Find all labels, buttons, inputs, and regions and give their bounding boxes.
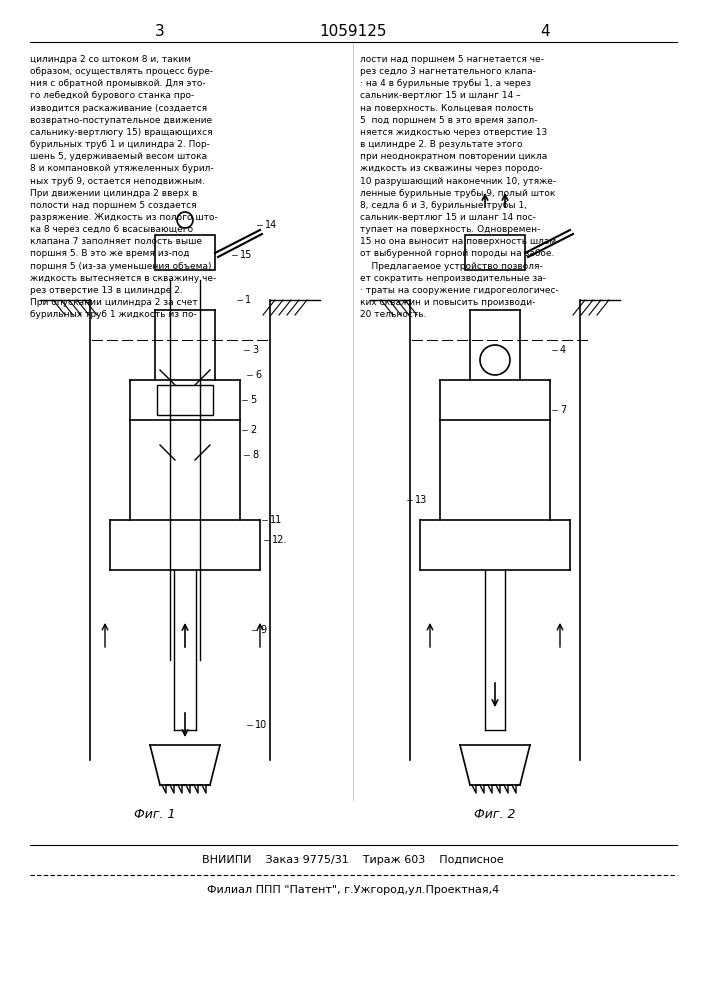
Text: 12.: 12. [272, 535, 287, 545]
Bar [465, 235, 525, 270]
Text: Фиг. 1: Фиг. 1 [134, 808, 176, 822]
Text: Филиал ППП "Патент", г.Ужгород,ул.Проектная,4: Филиал ППП "Патент", г.Ужгород,ул.Проект… [207, 885, 499, 895]
Text: цилиндра 2 со штоком 8 и, таким
образом, осуществлять процесс буре-
ния с обратн: цилиндра 2 со штоком 8 и, таким образом,… [30, 55, 218, 319]
Bar [155, 235, 215, 270]
Text: 15: 15 [240, 250, 252, 260]
Text: лости над поршнем 5 нагнетается че-
рез седло 3 нагнетательного клапа-
· на 4 в : лости над поршнем 5 нагнетается че- рез … [360, 55, 559, 319]
Text: 2: 2 [250, 425, 256, 435]
Text: 14: 14 [265, 220, 277, 230]
Text: 6: 6 [255, 370, 261, 380]
Text: Фиг. 2: Фиг. 2 [474, 808, 515, 822]
Text: 9: 9 [260, 625, 266, 635]
Text: 4: 4 [560, 345, 566, 355]
Text: 11: 11 [270, 515, 282, 525]
Text: 3: 3 [252, 345, 258, 355]
Circle shape [480, 345, 510, 375]
Bar [157, 385, 213, 415]
Circle shape [177, 212, 193, 228]
Text: 1059125: 1059125 [320, 24, 387, 39]
Text: 5: 5 [250, 395, 256, 405]
Text: 7: 7 [560, 405, 566, 415]
Text: 1: 1 [245, 295, 251, 305]
Text: 4: 4 [540, 24, 550, 39]
Text: 3: 3 [155, 24, 165, 39]
Text: 8: 8 [252, 450, 258, 460]
Text: 13: 13 [415, 495, 427, 505]
Text: ВНИИПИ    Заказ 9775/31    Тираж 603    Подписное: ВНИИПИ Заказ 9775/31 Тираж 603 Подписное [202, 855, 504, 865]
Text: 10: 10 [255, 720, 267, 730]
